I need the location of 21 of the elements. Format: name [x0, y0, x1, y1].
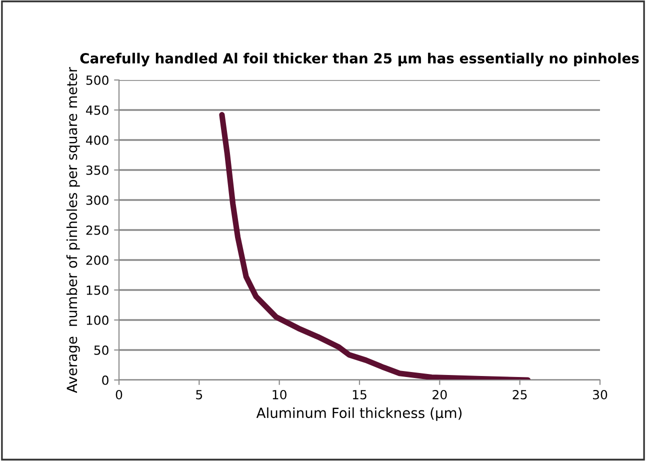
y-tick-label: 0 [102, 375, 108, 385]
y-tick-label: 150 [86, 285, 108, 295]
y-tick-label: 500 [86, 75, 108, 85]
x-tick-label: 5 [196, 390, 202, 400]
y-tick-label: 100 [86, 315, 108, 325]
x-tick-label: 10 [272, 390, 286, 400]
y-tick-label: 350 [86, 165, 108, 175]
chart-title: Carefully handled Al foil thicker than 25 µm has essentially no pinholes [80, 52, 639, 66]
y-tick-label: 400 [86, 135, 108, 145]
x-tick-label: 20 [432, 390, 447, 400]
x-tick-label: 15 [352, 390, 366, 400]
y-tick-label: 450 [86, 105, 108, 115]
y-axis-title: Average number of pinholes per square meter [66, 66, 80, 393]
x-tick-label: 0 [116, 390, 122, 400]
y-tick-label: 50 [94, 345, 108, 355]
y-tick-label: 200 [86, 255, 108, 265]
x-tick-label: 30 [593, 390, 608, 400]
x-tick-label: 25 [512, 390, 527, 400]
y-tick-label: 250 [86, 225, 108, 235]
x-axis-title: Aluminum Foil thickness (µm) [256, 407, 462, 421]
y-tick-label: 300 [86, 195, 108, 205]
